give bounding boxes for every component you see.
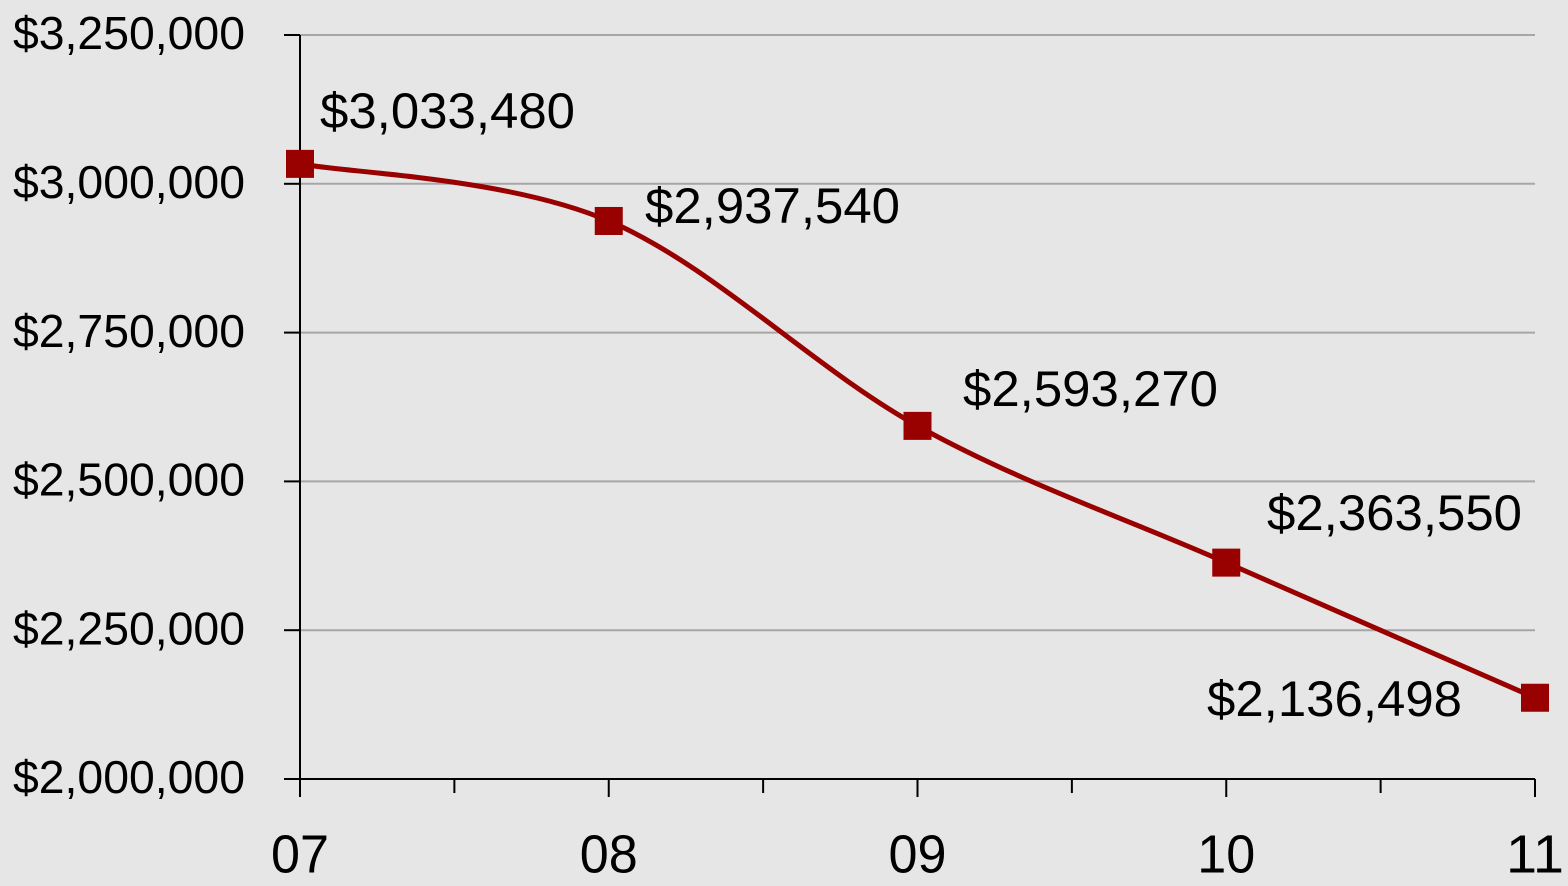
- y-tick-label: $3,000,000: [13, 156, 245, 208]
- marker: [286, 149, 314, 178]
- marker: [1521, 683, 1549, 712]
- value-label: $2,363,550: [1267, 485, 1522, 541]
- y-tick-label: $3,250,000: [13, 7, 245, 59]
- value-label: $3,033,480: [320, 83, 575, 139]
- x-tick-label: 07: [271, 824, 329, 884]
- x-tick-label: 10: [1197, 824, 1255, 884]
- x-tick-label: 08: [580, 824, 638, 884]
- value-label: $2,937,540: [645, 178, 900, 234]
- marker: [594, 206, 623, 235]
- y-tick-label: $2,500,000: [13, 454, 245, 506]
- x-tick-label: 09: [889, 824, 947, 884]
- marker: [1212, 548, 1241, 577]
- x-tick-label: 11: [1506, 824, 1564, 884]
- marker: [903, 411, 932, 440]
- y-tick-label: $2,250,000: [13, 602, 245, 654]
- value-label: $2,136,498: [1207, 671, 1462, 727]
- y-tick-label: $2,000,000: [13, 751, 245, 803]
- y-tick-label: $2,750,000: [13, 305, 245, 357]
- value-label: $2,593,270: [963, 361, 1218, 417]
